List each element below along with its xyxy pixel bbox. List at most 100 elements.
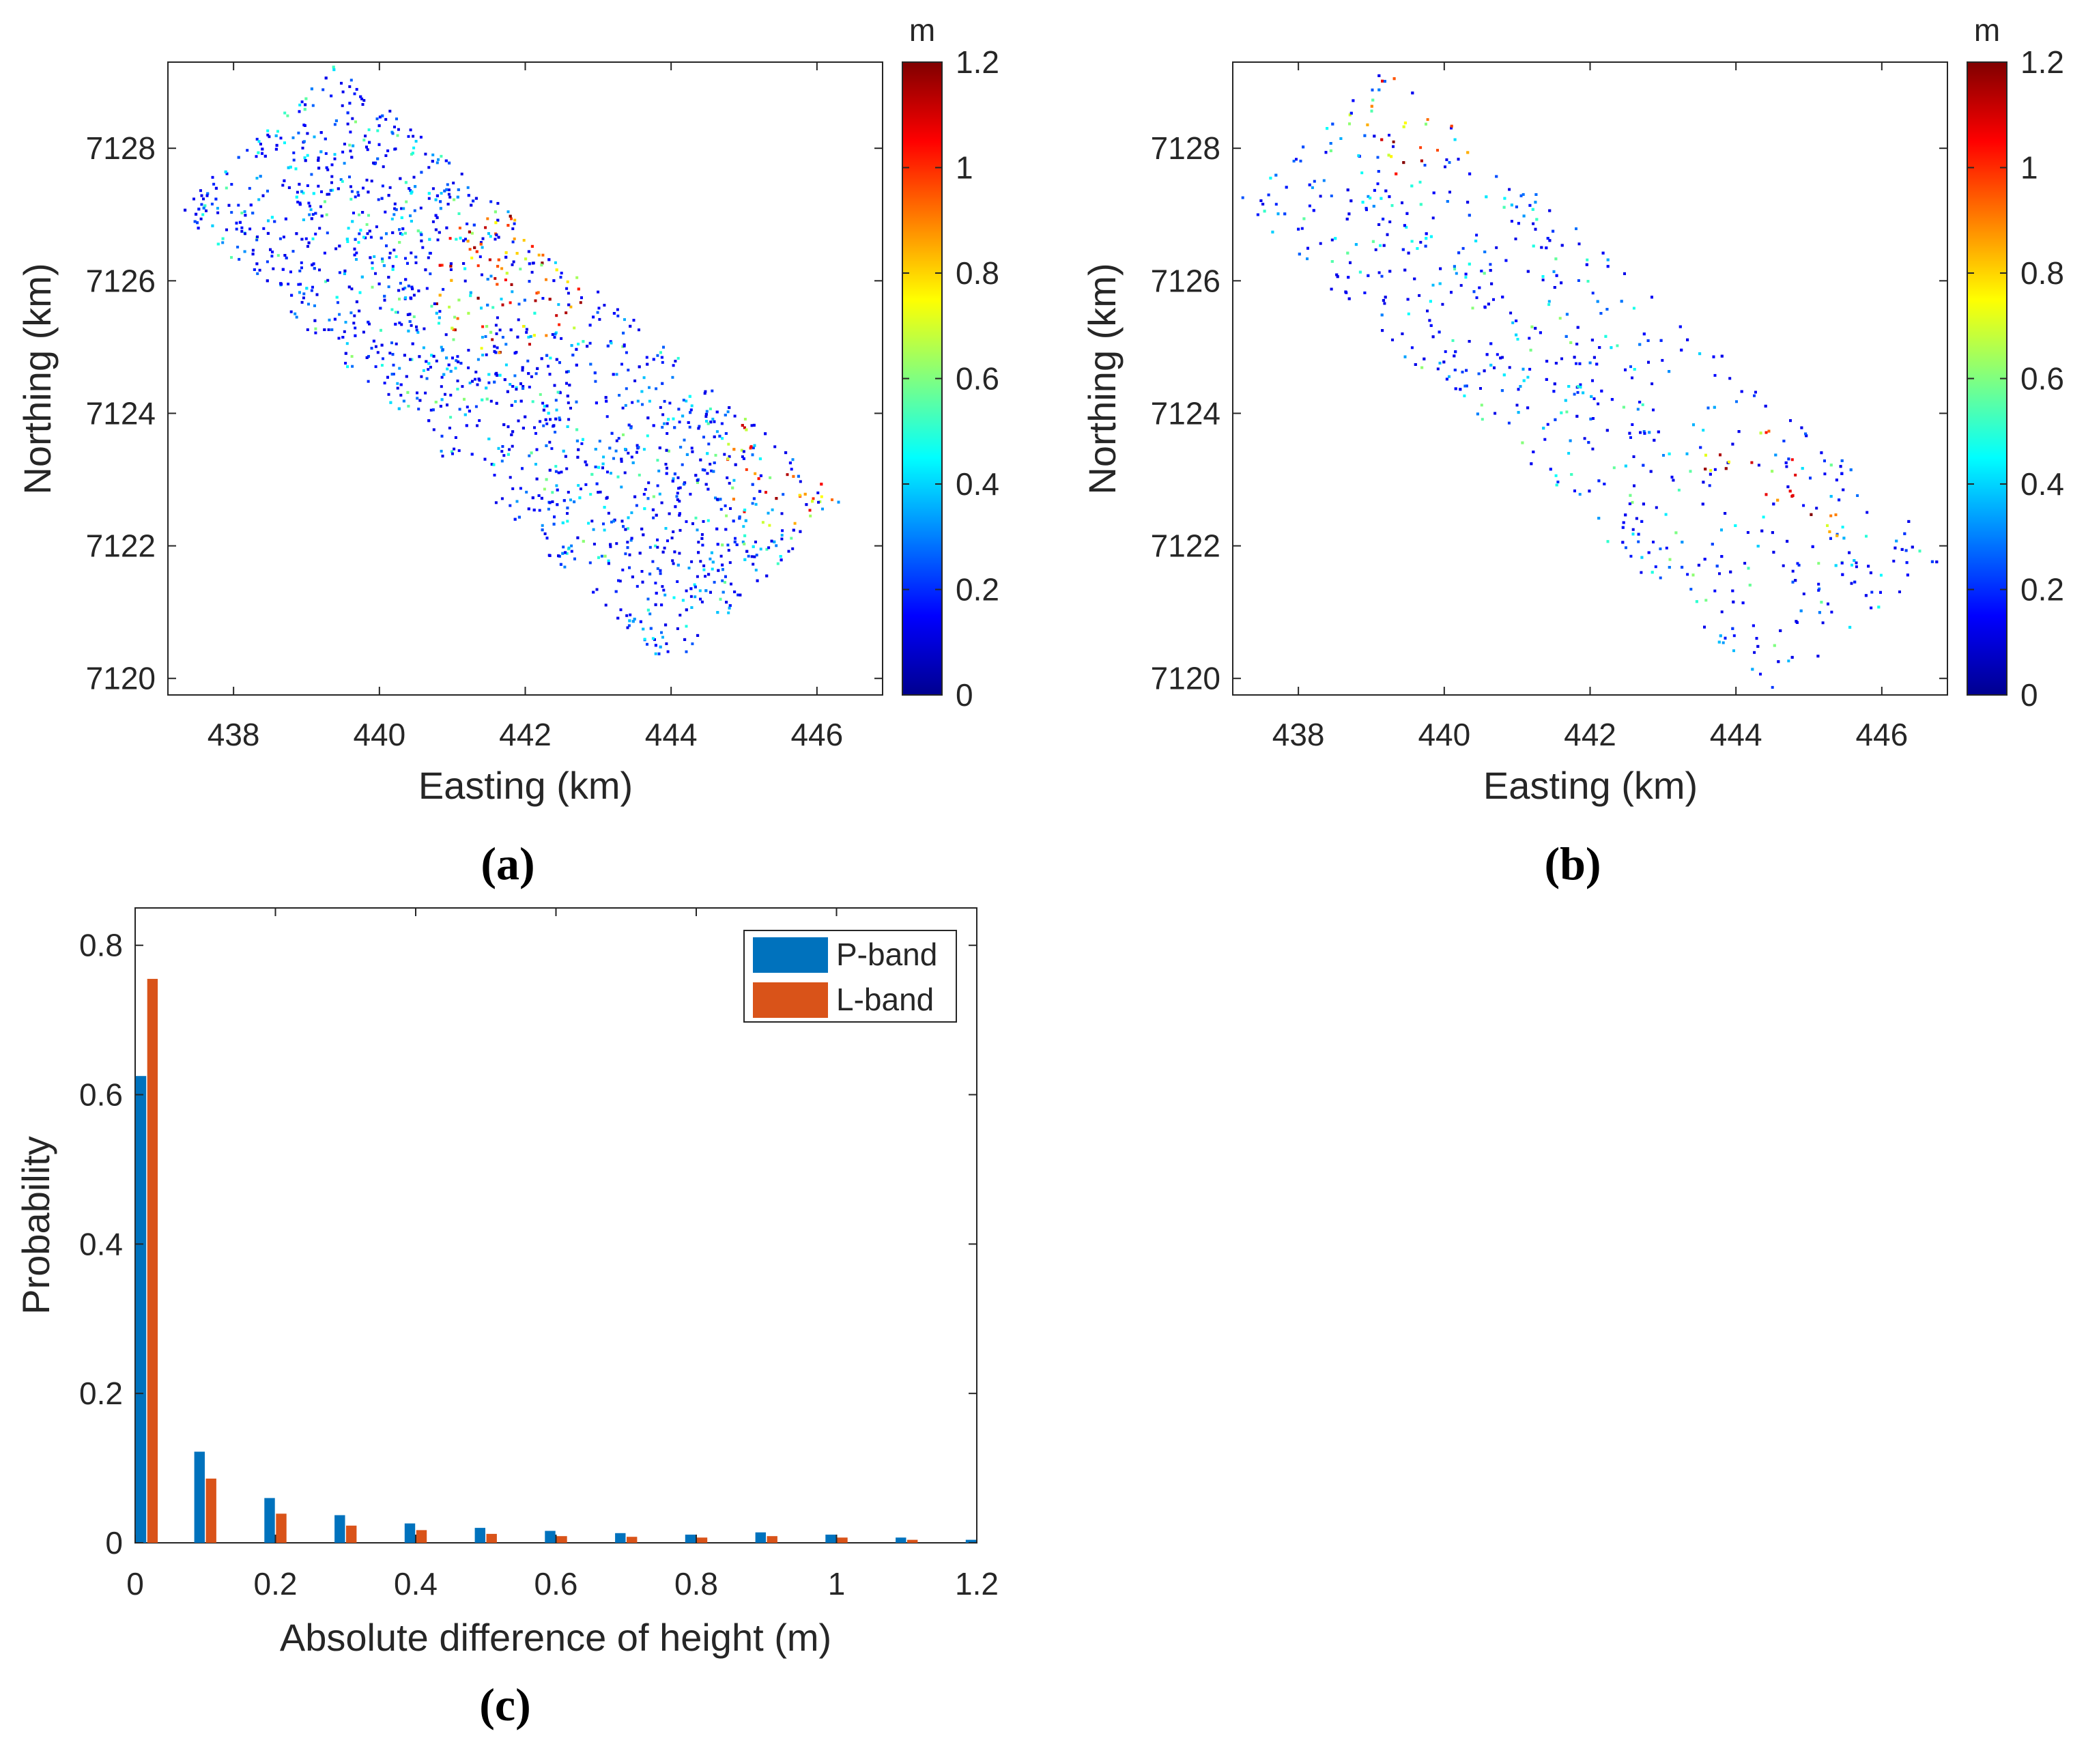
legend: P-band L-band [743,930,957,1023]
colorbar-a-unit: m [909,12,935,48]
bar-l-band-5 [486,1533,497,1543]
colorbar-tick-label: 0 [2020,677,2038,713]
bar-l-band-10 [837,1537,848,1543]
colorbar-a-ticks [902,61,942,696]
colorbar-tick-label: 0.2 [956,572,999,608]
colorbar-tick-label: 1 [2020,150,2038,186]
x-tick-label: 0.8 [674,1566,718,1602]
bar-l-band-9 [767,1536,777,1543]
map-a-y-tick-labels: 7120 7122 7124 7126 7128 [86,130,156,696]
panel-b: 438 440 442 444 446 7120 7122 7124 7126 … [1081,12,2064,890]
bar-p-band-12 [965,1539,977,1543]
bar-l-band-3 [346,1525,357,1543]
legend-label-p-band: P-band [836,937,937,972]
x-tick-label: 1 [828,1566,846,1602]
bar-p-band-1 [194,1451,205,1543]
bar-p-band-2 [264,1498,275,1543]
bar-chart-x-axis-label: Absolute difference of height (m) [280,1616,831,1659]
bar-chart-x-tick-labels: 0 0.2 0.4 0.6 0.8 1 1.2 [126,1566,999,1602]
panel-c-caption: (c) [479,1679,530,1731]
x-tick-label: 0.6 [534,1566,578,1602]
colorbar-tick-label: 0.8 [2020,255,2064,291]
colorbar-b-ticks [1967,61,2007,696]
y-tick-label: 7122 [1151,528,1220,564]
y-tick-label: 7128 [1151,130,1220,166]
map-b-axes-box [1232,61,1948,696]
map-b-x-axis-label: Easting (km) [1483,764,1698,807]
bar-chart-bars [135,978,977,1543]
panel-b-caption: (b) [1544,838,1601,890]
colorbar-tick-label: 0.4 [2020,466,2064,502]
bar-p-band-11 [896,1537,906,1543]
x-tick-label: 438 [208,717,260,752]
colorbar-tick-label: 0.6 [2020,361,2064,397]
colorbar-b-unit: m [1974,12,2000,48]
x-tick-label: 0.2 [254,1566,298,1602]
legend-swatch-l-band [753,982,828,1018]
panel-c: 0 0.2 0.4 0.6 0.8 1 1.2 0 0.2 0.4 0.6 0.… [14,907,999,1731]
colorbar-tick-label: 1.2 [2020,44,2064,80]
bar-p-band-8 [685,1535,696,1543]
x-tick-label: 442 [499,717,552,752]
y-tick-label: 7120 [1151,661,1220,696]
colorbar-tick-label: 0.2 [2020,572,2064,608]
map-b-x-tick-labels: 438 440 442 444 446 [1272,717,1908,752]
x-tick-label: 446 [1855,717,1908,752]
map-b-y-tick-labels: 7120 7122 7124 7126 7128 [1151,130,1220,696]
colorbar-tick-label: 0.4 [956,466,999,502]
bar-p-band-7 [615,1533,626,1543]
x-tick-label: 0.4 [394,1566,438,1602]
bar-l-band-11 [907,1539,918,1543]
bar-chart-ticks [134,908,977,1544]
y-tick-label: 0.6 [79,1077,123,1113]
bar-p-band-5 [474,1528,485,1543]
map-a-ticks [168,62,883,695]
y-tick-label: 0 [105,1525,123,1561]
x-tick-label: 440 [353,717,405,752]
y-tick-label: 0.8 [79,928,123,963]
map-b-y-axis-label: Northing (km) [1081,263,1124,494]
panel-a-caption: (a) [481,838,534,890]
y-tick-label: 7122 [86,528,156,564]
y-tick-label: 7126 [86,263,156,298]
bar-l-band-6 [556,1536,567,1543]
bar-p-band-0 [135,1076,147,1543]
panel-a: 438 440 442 444 446 7120 7122 7124 7126 … [16,12,999,890]
bar-l-band-4 [416,1530,427,1543]
y-tick-label: 7120 [86,661,156,696]
bar-p-band-10 [825,1535,836,1543]
y-tick-label: 7124 [1151,395,1220,431]
colorbar-b-tick-labels: 0 0.2 0.4 0.6 0.8 1 1.2 [2020,44,2064,713]
y-tick-label: 7128 [86,130,156,166]
map-a-raster [184,66,840,655]
bar-l-band-8 [696,1537,708,1543]
x-tick-label: 0 [126,1566,144,1602]
legend-swatch-p-band [753,937,828,973]
bar-p-band-3 [334,1515,345,1543]
map-a-y-axis-label: Northing (km) [16,263,59,494]
bar-l-band-1 [205,1478,216,1543]
bar-l-band-0 [147,978,158,1543]
map-a-x-tick-labels: 438 440 442 444 446 [208,717,843,752]
map-a-x-axis-label: Easting (km) [418,764,633,807]
bar-p-band-9 [755,1532,766,1543]
y-tick-label: 0.2 [79,1376,123,1411]
x-tick-label: 446 [790,717,843,752]
map-b-raster [1241,74,1939,689]
colorbar-tick-label: 1.2 [956,44,999,80]
colorbar-tick-label: 1 [956,150,973,186]
x-tick-label: 444 [1710,717,1762,752]
colorbar-tick-label: 0.6 [956,361,999,397]
colorbar-tick-label: 0.8 [956,255,999,291]
x-tick-label: 1.2 [955,1566,999,1602]
x-tick-label: 440 [1418,717,1470,752]
legend-label-l-band: L-band [836,982,934,1017]
x-tick-label: 438 [1272,717,1325,752]
bar-l-band-7 [627,1537,638,1543]
bar-p-band-6 [545,1531,556,1543]
colorbar-tick-label: 0 [956,677,973,713]
y-tick-label: 7124 [86,395,156,431]
y-tick-label: 0.4 [79,1226,123,1262]
x-tick-label: 444 [645,717,698,752]
